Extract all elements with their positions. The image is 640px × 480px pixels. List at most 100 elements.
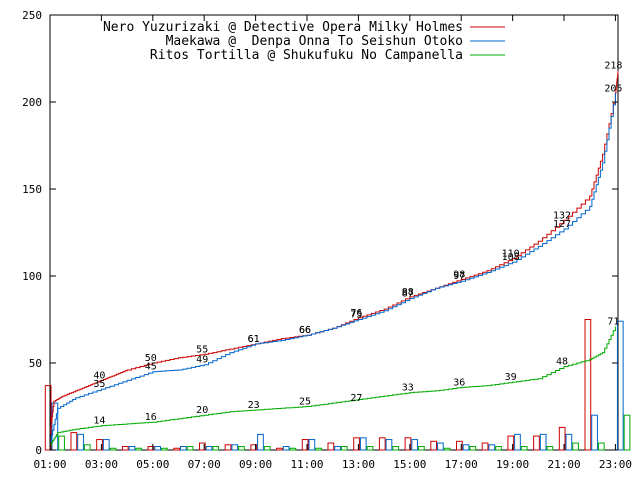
data-label: 108 — [502, 252, 520, 263]
hourly-bar — [154, 446, 162, 451]
hourly-bar — [70, 432, 78, 451]
data-label: 205 — [604, 83, 622, 94]
y-tick-label: 150 — [22, 183, 42, 196]
data-label: 35 — [93, 379, 105, 390]
data-label: 87 — [402, 289, 414, 300]
plot-frame — [49, 14, 619, 451]
data-labels: 4050556166768898110132218354549616675879… — [93, 61, 622, 427]
data-label: 27 — [350, 393, 362, 404]
hourly-bar — [385, 439, 393, 451]
hourly-bar — [462, 444, 470, 451]
data-label: 40 — [93, 370, 105, 381]
y-tick-label: 200 — [22, 96, 42, 109]
x-tick-label: 03:00 — [85, 458, 118, 471]
data-label: 33 — [402, 383, 414, 394]
data-label: 110 — [502, 249, 520, 260]
hourly-bar — [276, 447, 283, 451]
hourly-bar — [507, 435, 515, 451]
data-label: 48 — [556, 356, 568, 367]
hourly-bars — [44, 319, 631, 451]
x-tick-label: 05:00 — [136, 458, 169, 471]
hourly-bar — [546, 446, 554, 451]
hourly-bar — [58, 435, 65, 451]
hourly-bar — [128, 446, 136, 451]
y-tick-label: 100 — [22, 270, 42, 283]
hourly-bar — [572, 442, 579, 451]
hourly-bar — [147, 446, 155, 451]
hourly-bar — [469, 446, 477, 451]
data-label: 132 — [553, 210, 571, 221]
data-label: 49 — [196, 355, 208, 366]
x-tick-label: 09:00 — [239, 458, 272, 471]
hourly-bar — [212, 446, 220, 451]
hourly-bar — [250, 444, 258, 451]
hourly-bar — [102, 439, 110, 451]
x-tick-label: 01:00 — [33, 458, 66, 471]
data-label: 39 — [505, 372, 517, 383]
series-line-2 — [50, 326, 616, 446]
legend: Nero Yuzurizaki @ Detective Opera Milky … — [103, 20, 505, 63]
hourly-bar — [437, 442, 444, 451]
x-tick-label: 11:00 — [290, 458, 323, 471]
hourly-bar — [327, 442, 335, 451]
hourly-bar — [224, 444, 232, 451]
legend-label: Ritos Tortilla @ Shukufuku No Campanella — [150, 48, 463, 63]
hourly-bar — [520, 446, 528, 451]
hourly-bar — [96, 439, 103, 451]
x-tick-label: 15:00 — [393, 458, 426, 471]
data-label: 50 — [145, 353, 157, 364]
hourly-bar — [263, 446, 271, 451]
legend-label: Nero Yuzurizaki @ Detective Opera Milky … — [103, 20, 463, 35]
hourly-bar — [83, 444, 91, 451]
hourly-bar — [44, 385, 52, 451]
hourly-bar — [443, 447, 451, 451]
hourly-bar — [161, 447, 168, 451]
data-label: 66 — [299, 325, 311, 336]
hourly-bar — [359, 437, 367, 451]
hourly-bar — [334, 446, 341, 451]
hourly-bar — [180, 446, 187, 451]
data-label: 76 — [350, 308, 362, 319]
hourly-bar — [315, 447, 322, 451]
x-tick-label: 19:00 — [496, 458, 529, 471]
hourly-bar — [77, 433, 84, 451]
hourly-bar — [495, 446, 502, 451]
x-axis: 01:00 03:00 05:00 07:00 09:00 11:00 13:00 15:00… — [33, 15, 632, 471]
hourly-bar — [616, 320, 624, 451]
cumulative-lines — [50, 70, 619, 446]
hourly-bar — [558, 426, 566, 451]
data-label: 218 — [604, 61, 622, 72]
data-label: 36 — [453, 377, 465, 388]
data-label: 25 — [299, 397, 311, 408]
hourly-bar — [591, 414, 598, 451]
data-label: 97 — [453, 271, 465, 282]
hourly-bar — [353, 437, 360, 451]
series-line-1 — [50, 93, 616, 442]
hourly-bar — [623, 414, 631, 451]
hourly-bar — [121, 446, 129, 451]
hourly-bar — [430, 440, 438, 451]
data-label: 20 — [196, 405, 208, 416]
hourly-bar — [565, 433, 573, 451]
hourly-bar — [411, 439, 419, 451]
data-label: 98 — [453, 269, 465, 280]
hourly-bar — [301, 439, 309, 451]
x-tick-label: 21:00 — [547, 458, 580, 471]
data-label: 23 — [248, 400, 260, 411]
x-tick-label: 17:00 — [445, 458, 478, 471]
legend-label: Maekawa @ Denpa Onna To Seishun Otoko — [166, 34, 463, 49]
hourly-bar — [418, 446, 425, 451]
data-label: 75 — [350, 310, 362, 321]
hourly-bar — [308, 439, 316, 451]
data-label: 71 — [607, 316, 619, 327]
hourly-bar — [289, 447, 297, 451]
data-label: 66 — [299, 325, 311, 336]
hourly-bar — [366, 446, 374, 451]
data-label: 45 — [145, 362, 157, 373]
hourly-bar — [597, 442, 605, 451]
hourly-bar — [584, 319, 592, 451]
hourly-bar — [404, 437, 412, 451]
hourly-bar — [198, 442, 206, 451]
y-tick-label: 50 — [29, 357, 42, 370]
